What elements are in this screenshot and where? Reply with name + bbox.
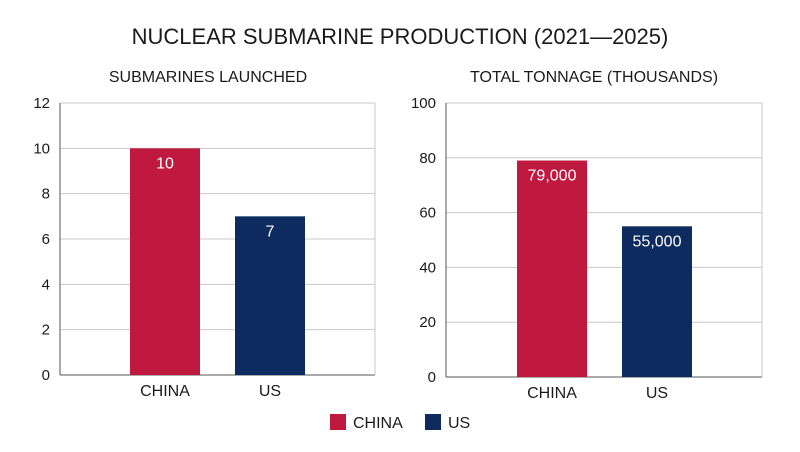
bar-china xyxy=(130,148,200,375)
y-tick-label: 60 xyxy=(419,205,436,222)
y-tick-label: 20 xyxy=(419,314,436,331)
legend-swatch-us xyxy=(425,414,441,430)
bar-us xyxy=(235,216,305,375)
y-tick-label: 12 xyxy=(33,95,50,112)
y-tick-label: 2 xyxy=(42,322,50,339)
legend-label-china: CHINA xyxy=(353,415,403,432)
y-tick-label: 0 xyxy=(42,367,50,384)
bar-us xyxy=(622,226,692,377)
y-tick-label: 80 xyxy=(419,150,436,167)
y-tick-label: 100 xyxy=(411,95,436,112)
data-label-us: 55,000 xyxy=(633,233,682,250)
chart-title: NUCLEAR SUBMARINE PRODUCTION (2021—2025) xyxy=(132,24,669,49)
legend-swatch-china xyxy=(330,414,346,430)
y-tick-label: 8 xyxy=(42,186,50,203)
data-label-china: 10 xyxy=(156,155,174,172)
data-label-china: 79,000 xyxy=(528,168,577,185)
x-tick-label-us: US xyxy=(646,385,668,402)
data-label-us: 7 xyxy=(266,223,275,240)
x-tick-label-us: US xyxy=(259,383,281,400)
y-tick-label: 40 xyxy=(419,259,436,276)
y-tick-label: 6 xyxy=(42,231,50,248)
bar-china xyxy=(517,160,587,377)
panel-total-tonnage: TOTAL TONNAGE (THOUSANDS) 0 20 40 60 80 100 79… xyxy=(411,69,763,402)
x-tick-label-china: CHINA xyxy=(527,385,577,402)
y-tick-label: 10 xyxy=(33,140,50,157)
panel-title-total-tonnage: TOTAL TONNAGE (THOUSANDS) xyxy=(470,69,718,86)
y-tick-label: 0 xyxy=(428,369,436,386)
panel-title-submarines-launched: SUBMARINES LAUNCHED xyxy=(109,69,307,86)
x-tick-label-china: CHINA xyxy=(140,383,190,400)
legend-label-us: US xyxy=(448,415,470,432)
y-tick-label: 4 xyxy=(42,276,50,293)
panel-submarines-launched: SUBMARINES LAUNCHED 0 2 4 6 8 10 12 10 CHINA 7 US xyxy=(33,69,376,400)
legend: CHINA US xyxy=(330,414,470,432)
